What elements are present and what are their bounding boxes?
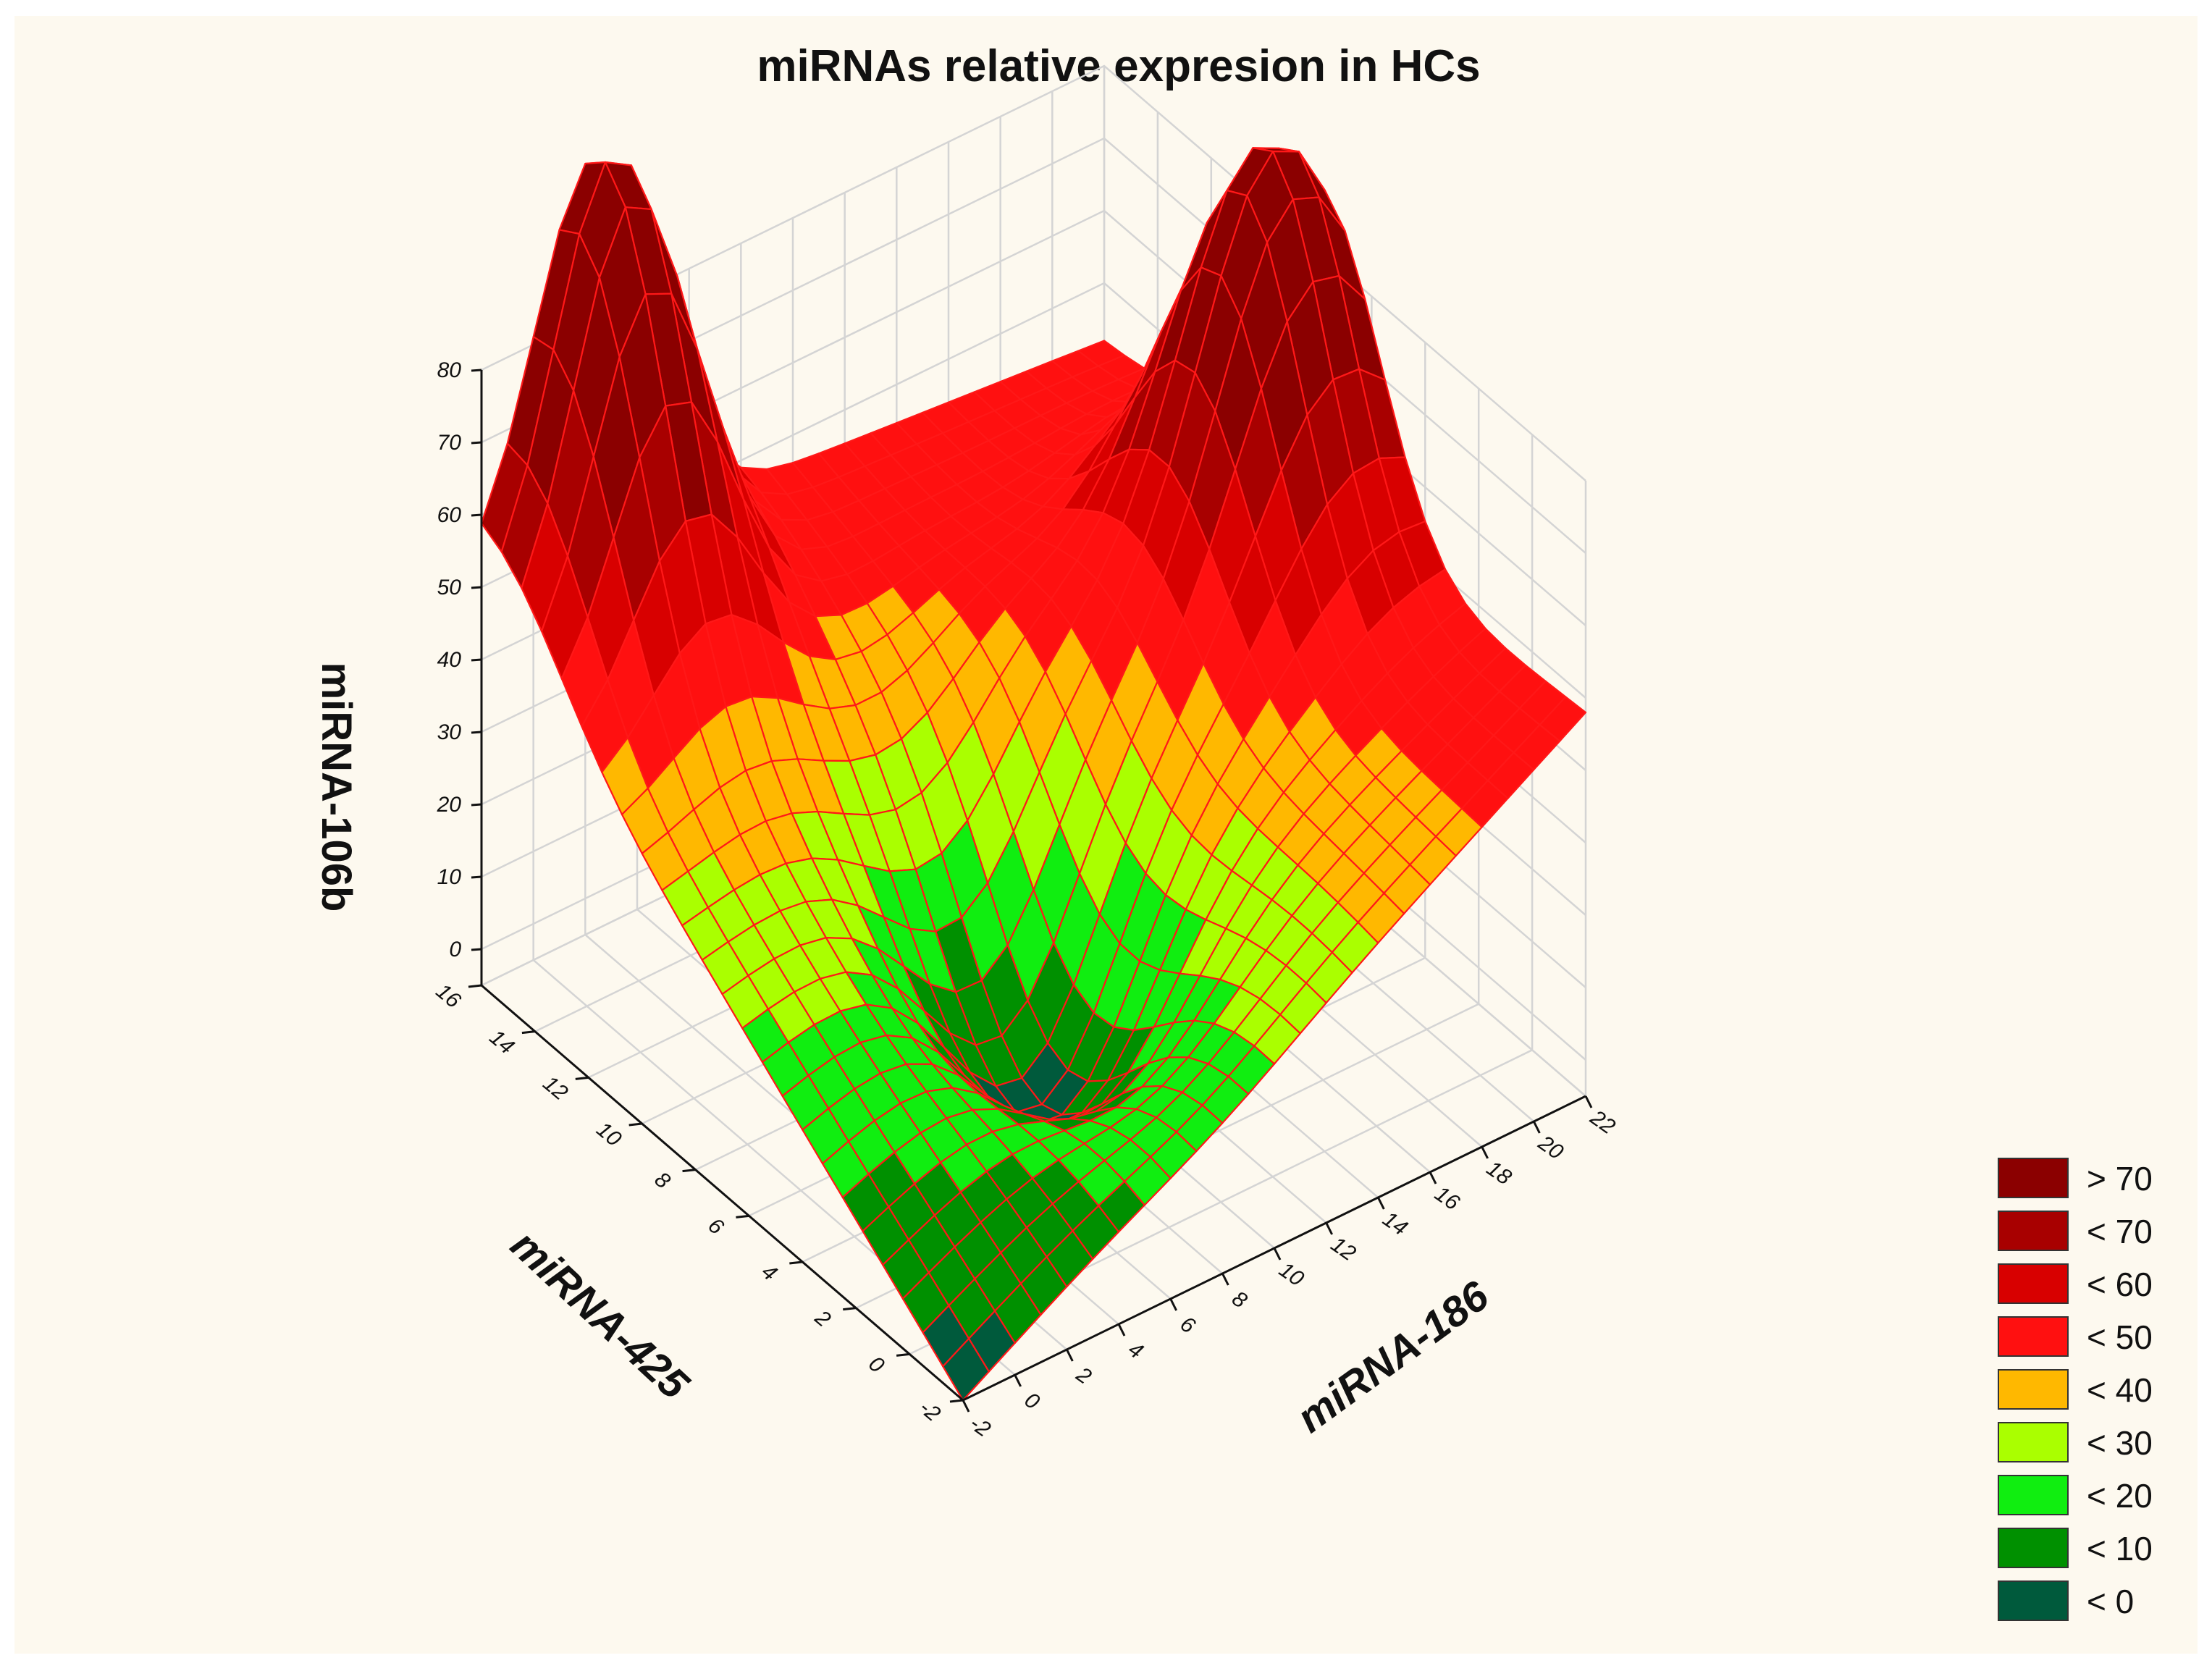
z-tick-label: 40 [437,648,462,672]
legend-swatch [1998,1158,2069,1198]
chart-panel: miRNAs relative expresion in HCs -2 0 2 4 6 8… [14,16,2198,1654]
y-tick-label: 0 [864,1352,888,1378]
x-tick-label: 14 [1379,1207,1412,1240]
x-tick-mark [1481,1146,1489,1159]
x-tick-label: 12 [1326,1232,1361,1266]
y-tick-mark [736,1214,749,1218]
y-tick-label: -2 [914,1396,945,1427]
x-tick-label: 2 [1072,1362,1096,1389]
x-tick-mark [1273,1247,1282,1260]
z-tick-label: 60 [437,503,462,527]
x-tick-label: 0 [1020,1388,1044,1415]
legend-swatch [1998,1475,2069,1515]
z-tick-mark [471,731,482,734]
y-tick-mark [628,1122,642,1127]
x-tick-label: 20 [1534,1131,1568,1165]
grid-line-z [481,64,1586,481]
legend-label: < 0 [2087,1583,2134,1620]
legend-label: > 70 [2087,1160,2153,1198]
x-tick-mark [1014,1374,1022,1387]
y-axis-line [481,984,964,1402]
legend-label: < 30 [2087,1424,2153,1462]
surface-chart: miRNAs relative expresion in HCs -2 0 2 4 6 8… [313,41,2153,1621]
z-tick-mark [471,441,482,445]
x-tick-label: 6 [1176,1312,1200,1339]
y-tick-label: 8 [650,1167,675,1193]
y-tick-mark [468,984,482,988]
y-tick-mark [843,1307,857,1311]
z-tick-label: 80 [437,358,462,382]
surface-mesh [480,147,1587,1402]
y-tick-label: 16 [432,979,466,1013]
x-tick-label: -2 [965,1411,995,1442]
z-tick-mark [471,369,482,372]
legend-swatch [1998,1263,2069,1304]
y-tick-label: 10 [592,1117,626,1151]
legend-label: < 60 [2087,1266,2153,1303]
x-tick-label: 22 [1585,1106,1619,1140]
legend-swatch [1998,1580,2069,1621]
z-tick-label: 0 [449,938,461,961]
z-tick-mark [471,803,482,807]
x-tick-mark [1065,1349,1074,1362]
legend-label: < 70 [2087,1213,2153,1250]
z-tick-label: 10 [437,865,462,889]
x-tick-mark [1221,1273,1229,1286]
legend-swatch [1998,1316,2069,1357]
x-tick-label: 4 [1124,1337,1148,1364]
x-tick-label: 10 [1274,1258,1308,1291]
y-tick-mark [896,1352,910,1357]
legend-label: < 10 [2087,1530,2153,1567]
x-tick-mark [1429,1171,1437,1184]
x-tick-mark [1532,1121,1541,1134]
x-tick-label: 16 [1430,1182,1464,1215]
legend-label: < 20 [2087,1477,2153,1515]
y-tick-mark [682,1169,696,1173]
x-tick-label: 8 [1227,1287,1251,1313]
y-tick-mark [789,1260,803,1265]
y-tick-label: 14 [485,1025,519,1059]
legend-swatch [1998,1369,2069,1410]
y-tick-mark [521,1030,536,1035]
legend-swatch [1998,1211,2069,1251]
x-tick-mark [1117,1323,1126,1337]
x-tick-mark [1376,1197,1385,1210]
legend-label: < 50 [2087,1318,2153,1356]
legend-swatch [1998,1528,2069,1568]
y-tick-label: 4 [757,1260,781,1286]
x-tick-mark [1584,1095,1593,1108]
x-tick-label: 18 [1482,1156,1516,1190]
x-tick-mark [1325,1222,1334,1235]
y-tick-label: 2 [810,1305,836,1332]
z-tick-label: 50 [437,576,462,599]
y-tick-mark [949,1399,964,1403]
x-tick-mark [962,1399,970,1413]
legend-swatch [1998,1422,2069,1462]
z-tick-label: 20 [437,793,462,817]
z-axis-label: miRNA-106b [313,662,360,912]
legend: > 70 < 70 < 60 < 50 < 40 < 30 < 20 < 10 < 0 [1998,1158,2153,1621]
y-axis-label: miRNA-425 [502,1221,698,1408]
x-tick-mark [1169,1298,1178,1311]
chart-title: miRNAs relative expresion in HCs [757,41,1480,91]
legend-label: < 40 [2087,1371,2153,1409]
y-tick-label: 12 [539,1072,573,1106]
z-tick-mark [471,948,482,951]
z-tick-mark [471,586,482,589]
surface-patch [942,1337,990,1402]
y-tick-mark [575,1076,589,1080]
x-axis-label: miRNA-186 [1288,1272,1497,1442]
y-tick-label: 6 [704,1213,728,1239]
z-tick-label: 30 [437,720,462,744]
z-tick-label: 70 [437,431,462,455]
